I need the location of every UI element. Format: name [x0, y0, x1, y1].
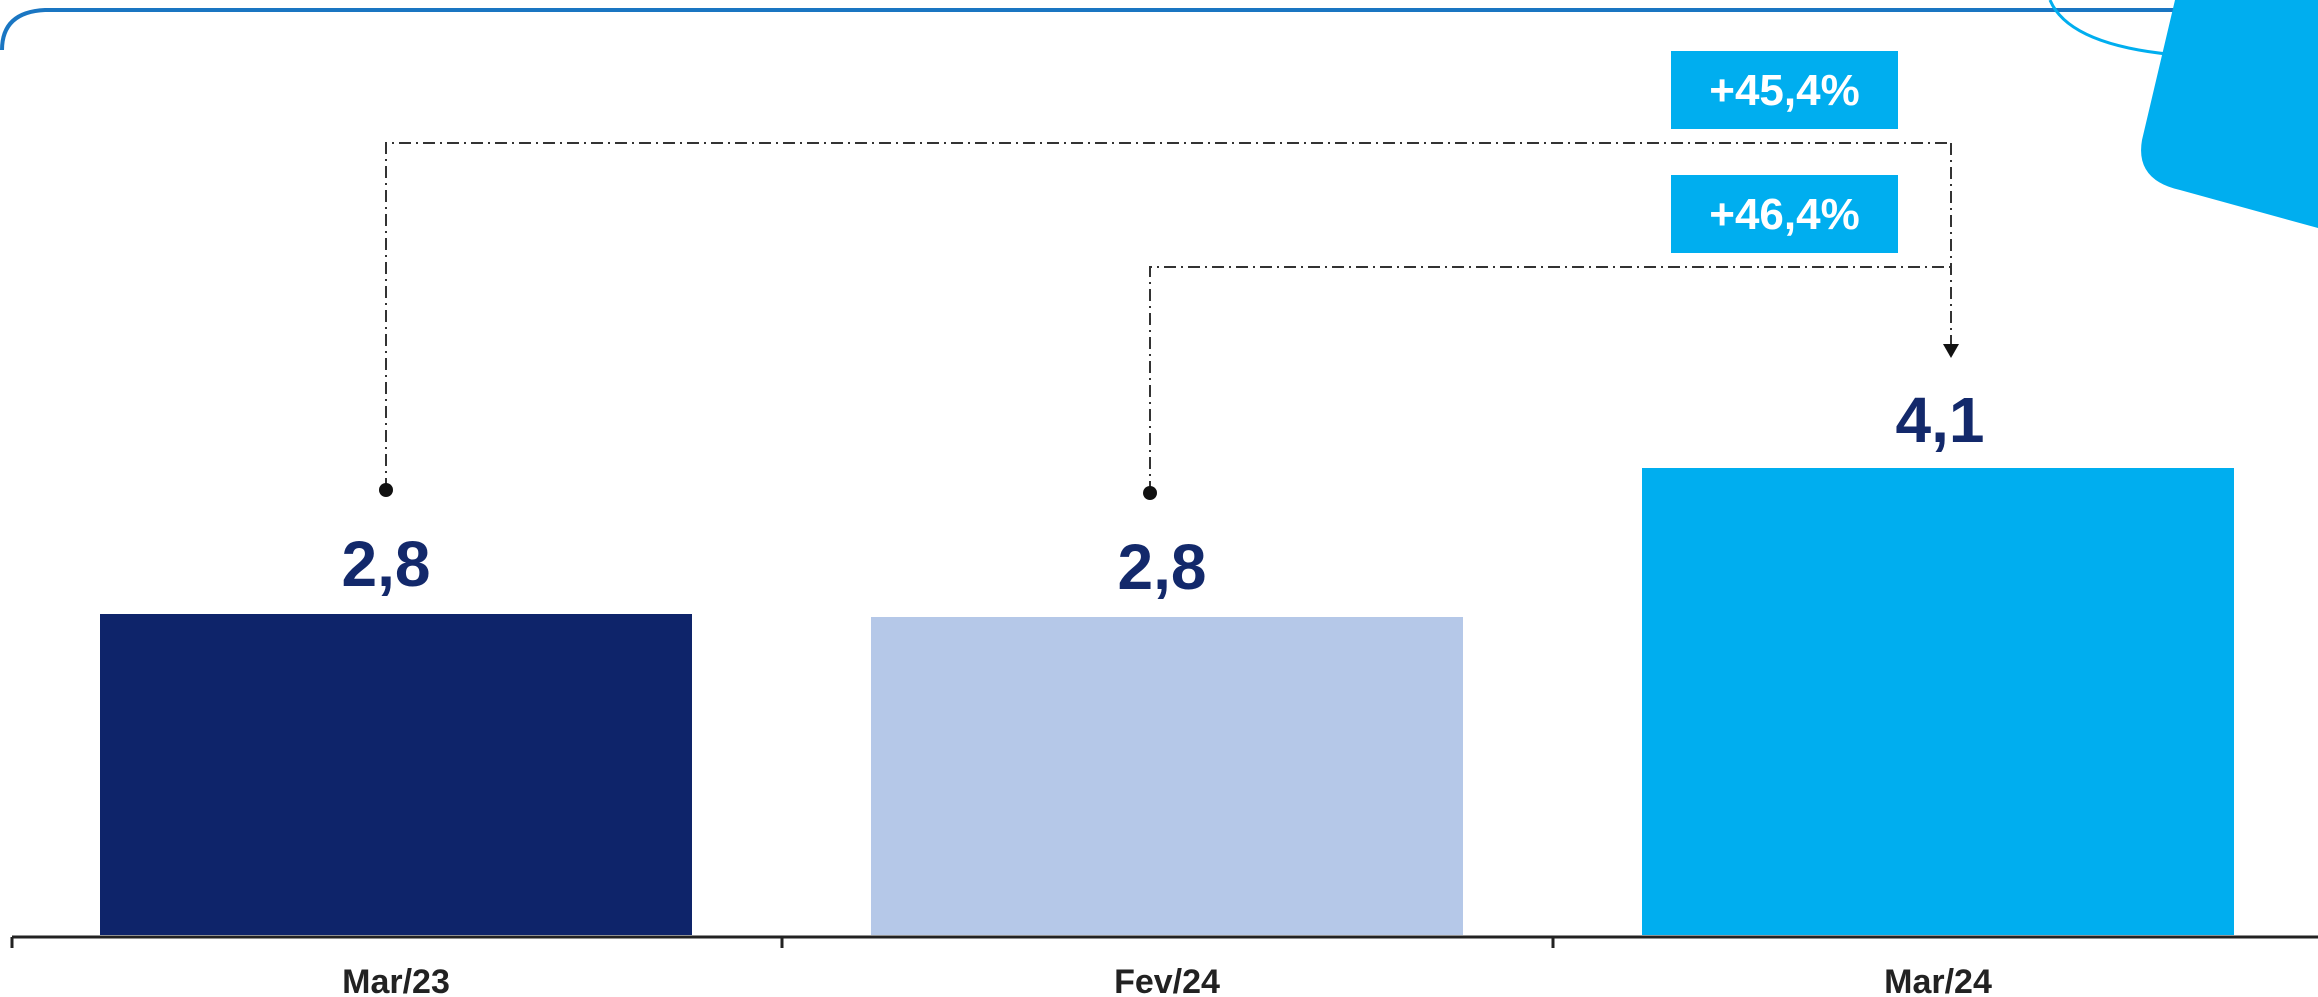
change-badge [1671, 51, 1898, 129]
labels: Mar/23 Fev/24 Mar/24 2,8 2,8 4,1 +45,4% … [342, 51, 1992, 997]
change-connectors [379, 142, 1959, 500]
connector-line [1149, 266, 1951, 493]
value-label: 4,1 [1896, 384, 1985, 456]
corner-decoration-arc [2048, 0, 2191, 58]
value-label: 2,8 [1118, 531, 1207, 603]
bar-mar-23 [100, 614, 692, 935]
category-label: Mar/24 [1884, 963, 1992, 997]
bar-mar-24 [1642, 468, 2234, 935]
change-badge-label: +45,4% [1709, 66, 1859, 115]
bars [100, 468, 2234, 935]
connector-start-dot [1143, 486, 1157, 500]
connector-line [385, 142, 1951, 490]
category-label: Fev/24 [1114, 963, 1220, 997]
value-label: 2,8 [342, 528, 431, 600]
x-axis [10, 935, 2318, 948]
corner-decoration [2141, 0, 2318, 228]
change-badge-label: +46,4% [1709, 190, 1859, 239]
change-badge [1671, 175, 1898, 253]
frame-border [0, 8, 2318, 51]
slide-frame [0, 0, 2318, 228]
connector-arrowhead [1943, 344, 1959, 358]
connector-start-dot [379, 483, 393, 497]
bar-fev-24 [871, 617, 1463, 935]
category-label: Mar/23 [342, 963, 450, 997]
